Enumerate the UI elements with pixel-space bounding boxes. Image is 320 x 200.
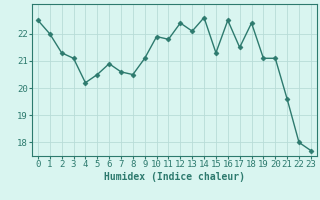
- X-axis label: Humidex (Indice chaleur): Humidex (Indice chaleur): [104, 172, 245, 182]
